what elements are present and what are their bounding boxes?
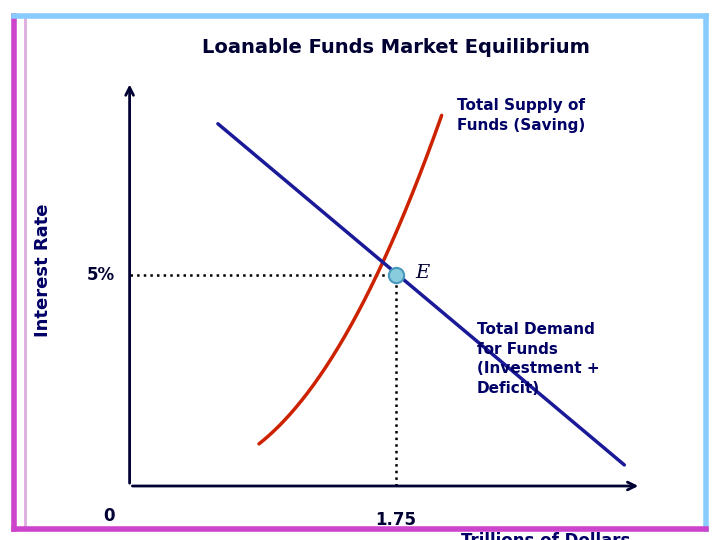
Text: 5%: 5%	[86, 266, 114, 285]
Text: E: E	[415, 264, 430, 282]
Text: 0: 0	[103, 507, 114, 525]
Text: Trillions of Dollars: Trillions of Dollars	[461, 532, 631, 540]
Text: Total Supply of
Funds (Saving): Total Supply of Funds (Saving)	[457, 98, 585, 133]
Text: Interest Rate: Interest Rate	[34, 203, 53, 337]
Text: Total Demand
for Funds
(Investment +
Deficit): Total Demand for Funds (Investment + Def…	[477, 322, 599, 396]
Text: Loanable Funds Market Equilibrium: Loanable Funds Market Equilibrium	[202, 38, 590, 57]
Text: 1.75: 1.75	[376, 511, 416, 529]
